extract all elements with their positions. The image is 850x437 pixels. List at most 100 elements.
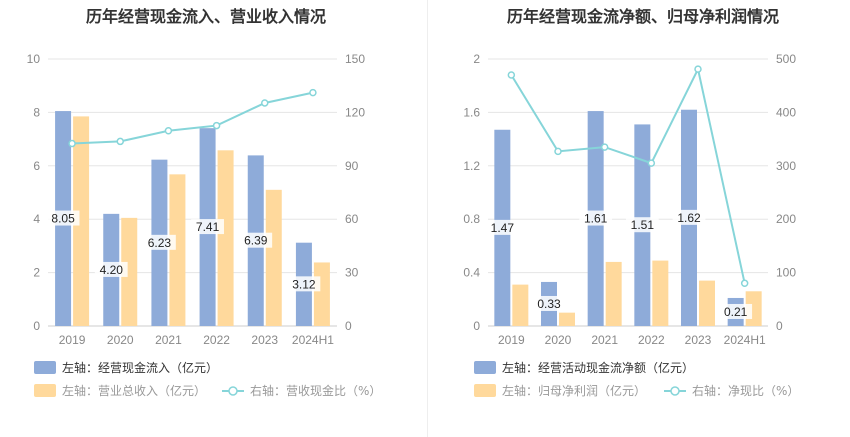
chart2-right-tick-label: 400 [776, 105, 796, 119]
chart2-legend-label: 左轴：经营活动现金流净额（亿元） [502, 360, 694, 375]
chart1-data-label: 6.39 [244, 234, 268, 248]
chart1-right-tick-label: 120 [345, 105, 365, 119]
chart1-left-tick-label: 2 [33, 266, 40, 280]
chart2-right-tick-label: 300 [776, 159, 796, 173]
chart2-bar-orange [699, 280, 715, 326]
chart2-data-label-bg [672, 209, 706, 225]
chart2-data-label: 1.47 [491, 221, 515, 235]
chart1-ratio-point [309, 88, 317, 97]
chart1-category-label: 2019 [59, 333, 86, 347]
chart2-right-tick-label: 500 [776, 52, 796, 66]
chart2-data-label-bg [532, 295, 566, 311]
chart2-right-tick-label: 100 [776, 266, 796, 280]
chart2-data-label: 0.21 [724, 305, 748, 319]
chart2-ratio-point [600, 143, 609, 151]
chart2-ratio-point [507, 71, 516, 79]
chart1-left-tick-label: 6 [33, 159, 40, 173]
chart1-ratio-point [261, 99, 269, 107]
chart1-bar-orange [313, 262, 330, 326]
chart2-title: 历年经营现金流净额、归母净利润情况 [507, 7, 779, 26]
chart2-legend-label: 右轴：净现比（%） [692, 383, 799, 398]
chart1-legend-label: 左轴：经营现金流入（亿元） [62, 360, 218, 375]
chart1-data-label: 7.41 [196, 220, 220, 234]
chart1-ratio-line [72, 91, 314, 145]
chart2-left-tick-label: 1.6 [463, 105, 480, 119]
chart1-bar-orange [217, 150, 234, 326]
chart2-bar-orange [512, 284, 529, 326]
chart2-left-tick-label: 0 [473, 319, 480, 333]
chart2-right-tick-label: 0 [776, 319, 783, 333]
chart2-left-tick-label: 1.2 [463, 159, 480, 173]
chart1-data-label: 6.23 [148, 236, 172, 250]
chart2-bar-orange [652, 260, 669, 326]
chart1-category-label: 2021 [155, 333, 182, 347]
chart1-data-label-bg [239, 232, 273, 248]
chart1-data-label-bg [94, 261, 128, 277]
chart2-legend-swatch [474, 361, 496, 374]
chart2-data-label: 1.51 [631, 218, 655, 232]
chart1-legend-label: 右轴：营收现金比（%） [250, 383, 381, 398]
chart1-bar-orange [265, 189, 282, 326]
chart1-legend-swatch [34, 361, 56, 374]
chart2-legend-label: 左轴：归母净利润（亿元） [502, 383, 646, 398]
chart2-category-label: 2020 [545, 333, 572, 347]
chart1-bar-orange [121, 217, 138, 326]
chart1-right-tick-label: 60 [345, 212, 359, 226]
chart2-category-label: 2019 [498, 333, 525, 347]
chart2-data-label-bg [485, 219, 519, 235]
chart1-category-label: 2020 [107, 333, 134, 347]
chart1-left-tick-label: 4 [33, 212, 40, 226]
chart1-right-tick-label: 150 [345, 52, 365, 66]
chart1-bar-orange [169, 174, 186, 326]
chart2-data-label-bg [719, 303, 753, 319]
chart2-category-label: 2023 [685, 333, 712, 347]
chart2-category-label: 2024H1 [724, 333, 766, 347]
chart2-bar-orange [559, 312, 575, 326]
chart2-ratio-line [510, 66, 746, 284]
chart1-right-tick-label: 30 [345, 266, 359, 280]
chart2-legend-marker [670, 386, 680, 396]
chart1-left-tick-label: 10 [27, 52, 41, 66]
chart1-legend-swatch [34, 384, 56, 397]
chart1-data-label: 4.20 [100, 263, 124, 277]
chart2-left-tick-label: 0.8 [463, 212, 480, 226]
chart2-category-label: 2022 [638, 333, 665, 347]
chart1-data-label-bg [46, 210, 80, 226]
chart2-legend-swatch [474, 384, 496, 397]
chart1-data-label-bg [287, 276, 321, 292]
chart1-left-tick-label: 8 [33, 105, 40, 119]
chart2-data-label: 1.62 [677, 211, 701, 225]
chart1-title: 历年经营现金流入、营业收入情况 [86, 7, 326, 26]
chart1-category-label: 2024H1 [292, 333, 334, 347]
chart2-ratio-point [647, 159, 656, 167]
chart2-ratio-point [740, 279, 749, 288]
chart1-category-label: 2023 [251, 333, 278, 347]
chart2-ratio-point [554, 147, 562, 156]
chart1-right-tick-label: 90 [345, 159, 359, 173]
chart1-data-label: 8.05 [51, 212, 75, 226]
chart2-data-label-bg [579, 210, 613, 226]
chart1-category-label: 2022 [203, 333, 230, 347]
chart1-legend-label: 左轴：营业总收入（亿元） [62, 383, 206, 398]
chart2-data-label: 1.61 [584, 212, 608, 226]
chart2-ratio-point [694, 65, 702, 73]
chart2-category-label: 2021 [591, 333, 618, 347]
chart1-ratio-point [164, 126, 173, 135]
chart1-ratio-point [212, 121, 221, 130]
chart1-ratio-point [68, 139, 76, 148]
chart1-legend-marker [228, 386, 238, 396]
chart2-bar-orange [605, 261, 622, 326]
chart1-bar-orange [73, 116, 90, 326]
chart1-ratio-point [116, 137, 124, 146]
chart2-left-tick-label: 2 [473, 52, 480, 66]
chart2-left-tick-label: 0.4 [463, 266, 480, 280]
chart2-right-tick-label: 200 [776, 212, 796, 226]
chart1-data-label-bg [191, 219, 224, 235]
chart2-data-label-bg [625, 217, 659, 233]
chart1-data-label: 3.12 [292, 277, 316, 291]
chart1-right-tick-label: 0 [345, 319, 352, 333]
chart1-data-label-bg [143, 234, 176, 250]
chart1-left-tick-label: 0 [33, 319, 40, 333]
